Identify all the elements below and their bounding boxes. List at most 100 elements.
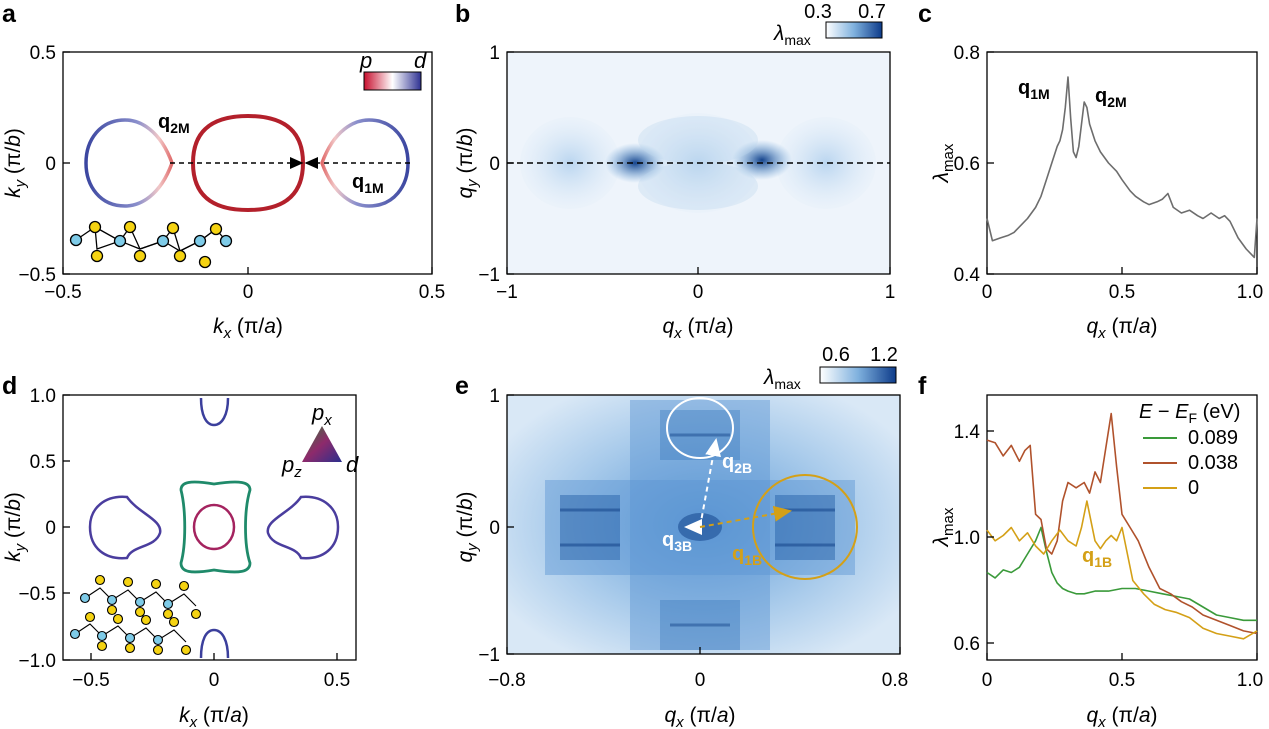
b-xtick-2: 1 bbox=[885, 282, 896, 303]
e-xtick-1: 0 bbox=[695, 670, 706, 691]
panel-e-heatmap bbox=[545, 400, 855, 650]
q1m-label: q1M bbox=[352, 171, 384, 196]
d-left-peanut bbox=[88, 495, 162, 560]
d-ytick-1: 0.5 bbox=[30, 452, 56, 473]
panel-b: b 0.3 0.7 λmax −1 0 1 1 0 −1 qx (π/a) qy… bbox=[454, 0, 895, 342]
tri-top-label: px bbox=[311, 400, 332, 429]
b-ytick-1: 0 bbox=[489, 154, 500, 175]
panel-c-letter: c bbox=[918, 0, 932, 28]
f-series-line-0 bbox=[986, 500, 1258, 640]
c-q1m-label: q1M bbox=[1018, 77, 1050, 102]
e-xlabel: qx (π/a) bbox=[664, 704, 735, 729]
a-ytick-2: −0.5 bbox=[18, 265, 56, 286]
f-series-line-0.038 bbox=[986, 412, 1258, 635]
c-ytick-1: 0.6 bbox=[954, 154, 980, 175]
q2m-label: q2M bbox=[158, 111, 190, 136]
c-xlabel: qx (π/a) bbox=[1086, 315, 1157, 342]
panel-f-letter: f bbox=[918, 372, 927, 400]
d-ytick-0: 1.0 bbox=[30, 386, 56, 407]
panel-a-letter: a bbox=[2, 0, 17, 28]
b-xtick-0: −1 bbox=[496, 282, 518, 303]
d-xtick-1: 0 bbox=[209, 670, 220, 691]
d-ytick-2: 0 bbox=[45, 518, 56, 539]
f-legend-label-0: 0 bbox=[1188, 477, 1199, 499]
pd-colorbar bbox=[363, 71, 422, 91]
e-colorbar-min: 0.6 bbox=[822, 344, 850, 366]
c-xtick-1: 0.5 bbox=[1109, 282, 1135, 303]
d-top-pocket bbox=[199, 397, 230, 427]
d-ytick-4: −1.0 bbox=[18, 651, 56, 672]
q2b-arrow bbox=[699, 438, 721, 528]
panel-d-frame bbox=[62, 394, 357, 661]
a-xlabel: kx (π/a) bbox=[213, 315, 283, 342]
e-ytick-0: 1 bbox=[489, 386, 500, 407]
d-ylabel: ky (π/b) bbox=[2, 492, 29, 562]
panel-b-letter: b bbox=[455, 0, 470, 28]
c-xtick-0: 0 bbox=[982, 282, 993, 303]
f-legend: 0.089 0.038 0 bbox=[1143, 427, 1238, 499]
b-colorbar-min: 0.3 bbox=[804, 1, 832, 23]
b-colorbar bbox=[825, 21, 883, 39]
a-ytick-1: 0 bbox=[45, 154, 56, 175]
b-colorbar-max: 0.7 bbox=[858, 1, 886, 23]
f-legend-title: E − EF (eV) bbox=[1139, 401, 1240, 426]
c-xtick-2: 1.0 bbox=[1237, 282, 1263, 303]
panel-d: d px pz d bbox=[2, 372, 359, 729]
d-center-circle bbox=[192, 503, 236, 551]
b-ylabel: qy (π/b) bbox=[454, 127, 481, 198]
panel-d-letter: d bbox=[2, 372, 17, 400]
a-ytick-0: 0.5 bbox=[30, 43, 56, 64]
a-xtick-1: 0 bbox=[243, 282, 254, 303]
d-ytick-3: −0.5 bbox=[18, 584, 56, 605]
f-xtick-0: 0 bbox=[982, 670, 993, 691]
c-ytick-0: 0.8 bbox=[954, 43, 980, 64]
a-xtick-2: 0.5 bbox=[419, 282, 445, 303]
d-xtick-2: 0.5 bbox=[324, 670, 350, 691]
e-colorbar-label: λmax bbox=[763, 366, 801, 392]
d-bottom-pocket bbox=[199, 628, 230, 659]
c-ylabel: λmax bbox=[930, 143, 957, 183]
fermi-surface-left bbox=[84, 118, 174, 208]
b-xtick-1: 0 bbox=[693, 282, 704, 303]
c-series-line-0 bbox=[986, 76, 1258, 259]
f-xtick-1: 0.5 bbox=[1109, 670, 1135, 691]
b-colorbar-label: λmax bbox=[773, 22, 811, 48]
f-ylabel: λmax bbox=[930, 507, 957, 547]
f-xlabel: qx (π/a) bbox=[1086, 704, 1157, 729]
bilayer-lattice-icon bbox=[69, 574, 202, 656]
d-xlabel: kx (π/a) bbox=[179, 704, 249, 729]
tri-right-label: d bbox=[346, 452, 359, 477]
f-series-line-0.089 bbox=[986, 526, 1257, 622]
panel-a: a q2M q1M p d bbox=[2, 0, 445, 342]
orbital-triangle-legend bbox=[302, 426, 342, 462]
f-ytick-2: 0.6 bbox=[954, 634, 980, 655]
lattice-structure-icon bbox=[69, 220, 233, 269]
b-xlabel: qx (π/a) bbox=[662, 315, 733, 342]
panel-b-heatmap bbox=[520, 113, 876, 213]
c-q2m-label: q2M bbox=[1095, 85, 1127, 110]
f-q1b-label: q1B bbox=[1082, 545, 1112, 570]
tri-left-label: pz bbox=[281, 452, 302, 481]
e-ytick-2: −1 bbox=[478, 645, 500, 666]
e-colorbar bbox=[819, 366, 897, 384]
f-legend-label-0.038: 0.038 bbox=[1188, 452, 1238, 474]
f-ytick-1: 1.0 bbox=[954, 528, 980, 549]
c-ytick-2: 0.4 bbox=[954, 265, 981, 286]
d-right-peanut bbox=[266, 495, 340, 560]
panel-e: e q2B q3B q1B 0.6 1.2 λmax bbox=[454, 344, 908, 729]
b-ytick-0: 1 bbox=[489, 43, 500, 64]
q1b-arrow bbox=[699, 505, 792, 528]
e-xtick-2: 0.8 bbox=[882, 670, 908, 691]
f-ytick-0: 1.4 bbox=[954, 422, 981, 443]
a-ylabel: ky (π/b) bbox=[2, 128, 29, 198]
panel-e-frame bbox=[506, 394, 901, 655]
panel-e-letter: e bbox=[455, 372, 469, 400]
colorbar-d-label: d bbox=[414, 48, 427, 73]
f-legend-label-0.089: 0.089 bbox=[1188, 427, 1238, 449]
a-xtick-0: −0.5 bbox=[44, 282, 82, 303]
e-xtick-0: −0.8 bbox=[488, 670, 526, 691]
e-gold-circle bbox=[752, 474, 858, 580]
e-white-circle bbox=[666, 397, 734, 459]
b-ytick-2: −1 bbox=[478, 265, 500, 286]
